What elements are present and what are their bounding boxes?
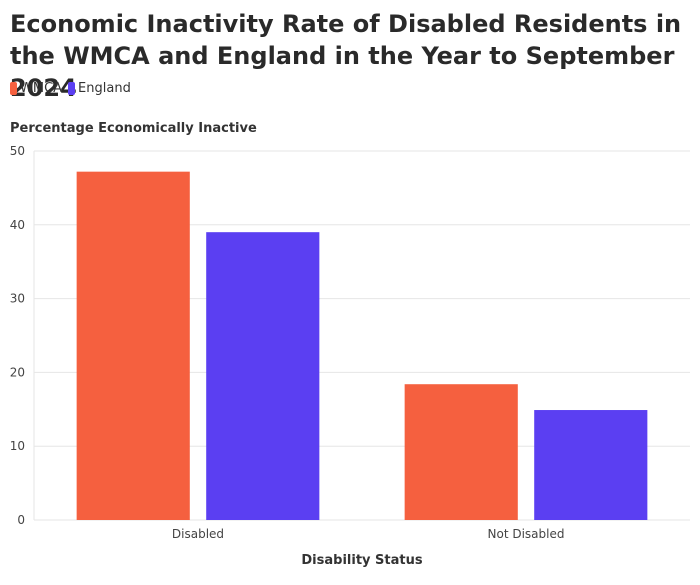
- legend-item-england[interactable]: England: [68, 81, 131, 96]
- legend-swatch-england: [68, 82, 76, 95]
- y-tick-label: 20: [10, 365, 25, 379]
- y-tick-label: 10: [10, 439, 25, 453]
- legend-item-wmca[interactable]: WMCA: [10, 81, 62, 96]
- legend: WMCA England: [10, 81, 137, 96]
- legend-label-wmca: WMCA: [20, 81, 63, 96]
- x-tick-label: Disabled: [172, 527, 224, 541]
- bar-wmca-disabled: [76, 171, 190, 520]
- y-tick-label: 30: [10, 292, 25, 306]
- legend-swatch-wmca: [10, 82, 17, 95]
- bar-wmca-not-disabled: [404, 384, 518, 520]
- x-tick-label: Not Disabled: [488, 527, 565, 541]
- y-tick-label: 40: [10, 218, 25, 232]
- chart-title: Economic Inactivity Rate of Disabled Res…: [10, 10, 682, 102]
- legend-label-england: England: [78, 81, 131, 96]
- y-axis-title: Percentage Economically Inactive: [10, 121, 257, 136]
- bar-england-disabled: [206, 232, 320, 520]
- y-tick-label: 0: [17, 513, 25, 527]
- y-tick-label: 50: [10, 144, 25, 158]
- x-axis-title: Disability Status: [301, 553, 422, 568]
- bar-england-not-disabled: [534, 410, 648, 520]
